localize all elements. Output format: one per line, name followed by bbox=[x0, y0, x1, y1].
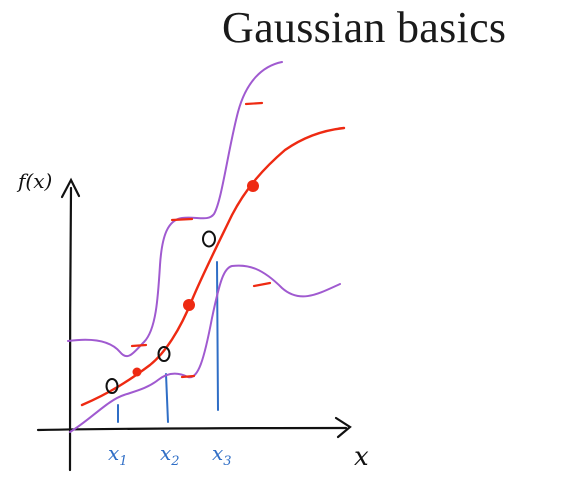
x-axis-label: x bbox=[354, 442, 369, 472]
observation-1 bbox=[105, 378, 119, 394]
x-tick-labels: x1 x2 x3 bbox=[108, 441, 232, 469]
observation-3 bbox=[202, 230, 216, 248]
axes bbox=[36, 177, 352, 472]
sample-lines bbox=[117, 261, 219, 423]
variance-tick-1 bbox=[130, 343, 148, 348]
variance-tick-5 bbox=[252, 281, 272, 288]
mean-curve bbox=[80, 126, 346, 407]
x-axis bbox=[36, 426, 348, 432]
confidence-bounds bbox=[67, 61, 341, 433]
y-axis-label: f(x) bbox=[16, 169, 52, 193]
variance-ticks bbox=[130, 101, 272, 379]
y-axis-arrowhead bbox=[60, 177, 81, 199]
y-axis bbox=[68, 186, 73, 472]
x-tick-x3: x3 bbox=[212, 441, 232, 469]
variance-tick-3 bbox=[180, 374, 196, 379]
sample-line-x2 bbox=[165, 373, 169, 423]
variance-tick-4 bbox=[244, 101, 264, 106]
sample-line-x3 bbox=[216, 261, 219, 411]
mean-markers bbox=[132, 180, 259, 377]
x-tick-x1: x1 bbox=[108, 441, 128, 469]
observations bbox=[105, 230, 216, 394]
observation-2 bbox=[157, 346, 171, 362]
mean-marker-3 bbox=[247, 180, 259, 192]
x-tick-x2: x2 bbox=[160, 441, 180, 469]
variance-tick-2 bbox=[170, 217, 194, 222]
mean-marker-1 bbox=[132, 367, 142, 377]
slide-title: Gaussian basics bbox=[222, 3, 507, 52]
lower-bound-curve bbox=[69, 264, 341, 433]
upper-bound-curve bbox=[67, 61, 283, 358]
mean-marker-2 bbox=[183, 299, 195, 311]
x-axis-arrowhead bbox=[334, 416, 352, 439]
